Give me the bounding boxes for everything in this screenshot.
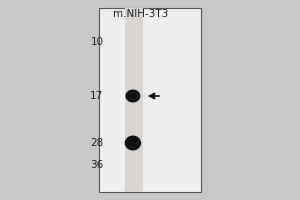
Text: 36: 36 <box>90 160 104 170</box>
Text: m.NIH-3T3: m.NIH-3T3 <box>113 9 169 19</box>
Bar <box>99 8 201 192</box>
Bar <box>124 8 142 192</box>
Text: 17: 17 <box>90 91 104 101</box>
Text: 10: 10 <box>90 37 104 47</box>
Text: 28: 28 <box>90 138 104 148</box>
Ellipse shape <box>125 90 140 102</box>
Ellipse shape <box>125 136 141 151</box>
